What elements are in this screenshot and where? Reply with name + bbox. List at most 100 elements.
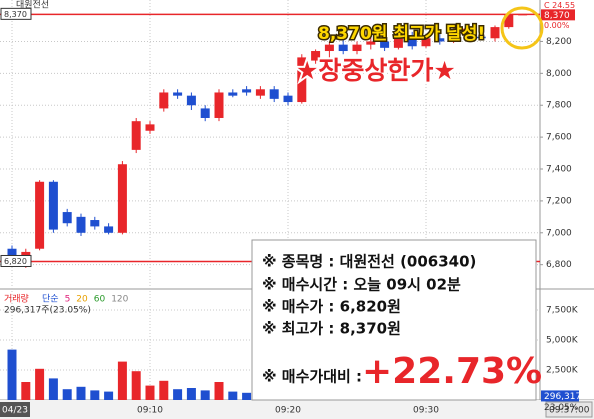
volume-bar <box>173 389 183 400</box>
reference-label-bg <box>0 254 32 267</box>
candle-body <box>435 38 445 42</box>
time-axis <box>0 400 594 419</box>
candle-body <box>200 108 210 118</box>
current-volume-percent: 23.05% <box>544 403 579 413</box>
candle-body <box>297 57 307 103</box>
change-label: C 24.55 <box>544 1 575 10</box>
reference-label-bg <box>0 7 32 20</box>
y-tick-label: 7,000 <box>546 228 572 238</box>
volume-bar <box>145 385 155 400</box>
reference-label: 6,820 <box>4 257 27 266</box>
candle-body <box>407 35 417 47</box>
x-tick-label: 09:20 <box>275 406 301 416</box>
candle-body <box>324 44 334 52</box>
x-tick-label: 09:10 <box>137 406 163 416</box>
candle-body <box>352 44 362 52</box>
info-line: ※ 매수가 : 6,820원 <box>262 298 401 316</box>
candle-body <box>35 181 45 249</box>
volume-bar <box>200 390 210 400</box>
y-tick-label: 7,800 <box>546 101 572 111</box>
candle-body <box>131 121 141 150</box>
banner: ★장중상한가★ <box>296 56 456 85</box>
candle-body <box>421 38 431 47</box>
candle-body <box>311 51 321 61</box>
last-price-box <box>541 9 575 21</box>
current-time-bg <box>545 401 593 418</box>
y-tick-label: 7,200 <box>546 196 572 206</box>
candle-body <box>186 95 196 106</box>
volume-bar <box>242 392 252 400</box>
volume-bar <box>21 382 31 400</box>
current-volume-label: 296,317 <box>544 392 581 402</box>
chart-title: 대원전선 <box>16 0 49 11</box>
volume-bar <box>214 382 224 400</box>
legend-entry: 20 <box>76 295 88 305</box>
highlight-circle <box>500 6 544 50</box>
y-tick-label: 7,500K <box>546 306 579 316</box>
candle-body <box>7 248 17 256</box>
legend-title: 거래량 <box>4 293 29 305</box>
candle-body <box>449 31 459 42</box>
candle-body <box>242 89 252 93</box>
time-label-bg <box>0 402 30 417</box>
candle-body <box>462 28 472 32</box>
volume-bar <box>228 391 238 400</box>
y-tick-label: 7,600 <box>546 133 572 143</box>
volume-bar <box>7 349 17 400</box>
candle-body <box>380 41 390 48</box>
candle-body <box>476 36 486 39</box>
candle-body <box>159 92 169 109</box>
y-tick-label: 8,200 <box>546 37 572 47</box>
legend-entry: 5 <box>65 295 71 305</box>
candle-body <box>338 44 348 52</box>
candle-body <box>145 124 155 131</box>
y-tick-label: 5,000K <box>546 336 579 346</box>
x-tick-label: 04/23 <box>2 406 28 416</box>
legend-entry: 단순 <box>42 294 59 305</box>
candle-body <box>173 92 183 96</box>
volume-bar <box>62 389 72 400</box>
x-tick-label: 09:30 <box>413 406 439 416</box>
info-line: ※ 매수가대비 : <box>262 368 362 386</box>
current-time: 09:37:00 <box>549 406 590 416</box>
reference-label: 8,370 <box>4 10 27 19</box>
info-line: ※ 매수시간 : 오늘 09시 02분 <box>262 276 461 294</box>
candle-body <box>104 226 114 233</box>
change-label: 0.00% <box>544 21 570 30</box>
y-tick-label: 6,800 <box>546 260 572 270</box>
headline: 8,370원 최고가 달성! <box>318 23 485 44</box>
volume-bar <box>186 388 196 400</box>
y-tick-label: 8,000 <box>546 69 572 79</box>
candle-body <box>76 216 86 233</box>
volume-bar <box>90 390 100 400</box>
candle-body <box>269 89 279 99</box>
y-tick-label: 2,500K <box>546 366 579 376</box>
last-price-label: 8,370 <box>544 11 570 21</box>
legend-entry: 120 <box>111 295 128 305</box>
info-line: ※ 최고가 : 8,370원 <box>262 320 401 338</box>
volume-summary: 296,317주(23.05%) <box>4 305 91 316</box>
candle-body <box>90 220 100 227</box>
candle-body <box>366 41 376 45</box>
candle-body <box>214 92 224 118</box>
candle-body <box>48 181 58 230</box>
y-tick-label: 7,400 <box>546 165 572 175</box>
candle-body <box>228 92 238 96</box>
candle-body <box>490 27 500 39</box>
volume-bar <box>159 380 169 400</box>
candle-body <box>283 95 293 103</box>
volume-bar <box>76 386 86 400</box>
info-box <box>251 239 537 401</box>
candle-body <box>62 212 72 224</box>
volume-bar <box>48 378 58 400</box>
volume-bar <box>104 391 114 400</box>
info-line: ※ 종목명 : 대원전선 (006340) <box>262 253 476 271</box>
candle-body <box>504 14 514 28</box>
candle-body <box>117 164 127 233</box>
candle-body <box>255 89 265 96</box>
volume-bar <box>131 371 141 400</box>
volume-bar <box>35 368 45 400</box>
candle-body <box>393 35 403 48</box>
info-highlight: +22.73% <box>362 351 542 392</box>
